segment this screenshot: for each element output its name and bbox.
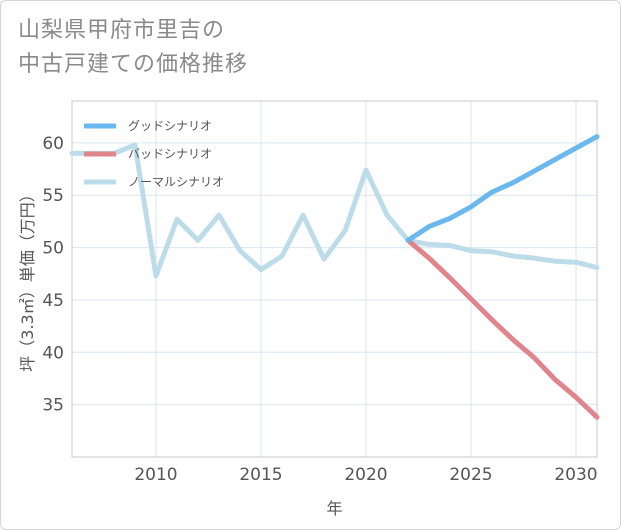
x-tick-2010: 2010 bbox=[134, 465, 177, 485]
y-axis-label: 坪（3.3㎡）単価（万円） bbox=[18, 186, 37, 371]
good-scenario-line bbox=[405, 134, 600, 243]
x-tick-2015: 2015 bbox=[239, 465, 282, 485]
y-tick-60: 60 bbox=[42, 134, 64, 154]
y-tick-40: 40 bbox=[42, 343, 64, 363]
y-tick-labels: 35 40 45 50 55 60 bbox=[42, 134, 64, 416]
series-layer bbox=[69, 134, 600, 420]
y-tick-55: 55 bbox=[42, 186, 64, 206]
x-tick-2030: 2030 bbox=[554, 465, 597, 485]
plot-area-border bbox=[71, 100, 598, 458]
bad-scenario-line bbox=[405, 237, 600, 420]
grid-lines bbox=[72, 101, 597, 457]
legend-label-normal: ノーマルシナリオ bbox=[128, 175, 224, 189]
chart-title-line-2: 中古戸建ての価格推移 bbox=[18, 52, 249, 77]
x-tick-labels: 2010 2015 2020 2025 2030 bbox=[134, 465, 597, 485]
chart-title: 山梨県甲府市里吉の 中古戸建ての価格推移 bbox=[18, 14, 248, 82]
y-tick-45: 45 bbox=[42, 291, 64, 311]
x-axis-label: 年 bbox=[326, 499, 342, 518]
normal-scenario-line bbox=[69, 142, 600, 279]
x-tick-2020: 2020 bbox=[344, 465, 387, 485]
chart-title-line-1: 山梨県甲府市里吉の bbox=[18, 18, 226, 43]
legend-label-bad: バッドシナリオ bbox=[128, 147, 212, 161]
legend-label-good: グッドシナリオ bbox=[128, 119, 212, 133]
y-tick-35: 35 bbox=[42, 396, 64, 416]
x-tick-2025: 2025 bbox=[449, 465, 492, 485]
y-tick-50: 50 bbox=[42, 239, 64, 259]
